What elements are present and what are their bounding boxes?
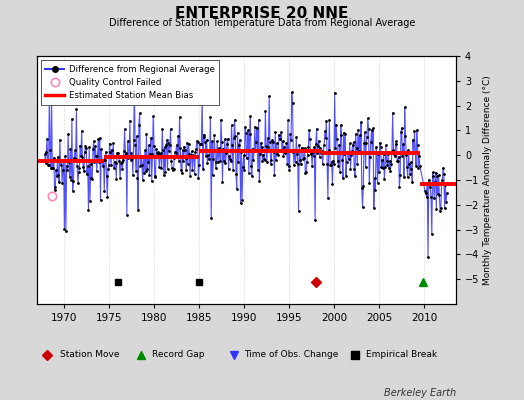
Text: Berkeley Earth: Berkeley Earth [384,388,456,398]
Y-axis label: Monthly Temperature Anomaly Difference (°C): Monthly Temperature Anomaly Difference (… [484,75,493,285]
Text: Record Gap: Record Gap [152,350,204,359]
Text: Difference of Station Temperature Data from Regional Average: Difference of Station Temperature Data f… [109,18,415,28]
Text: Station Move: Station Move [60,350,119,359]
Legend: Difference from Regional Average, Quality Control Failed, Estimated Station Mean: Difference from Regional Average, Qualit… [41,60,219,104]
Text: Empirical Break: Empirical Break [366,350,437,359]
Text: Time of Obs. Change: Time of Obs. Change [244,350,339,359]
Text: ENTERPRISE 20 NNE: ENTERPRISE 20 NNE [176,6,348,21]
